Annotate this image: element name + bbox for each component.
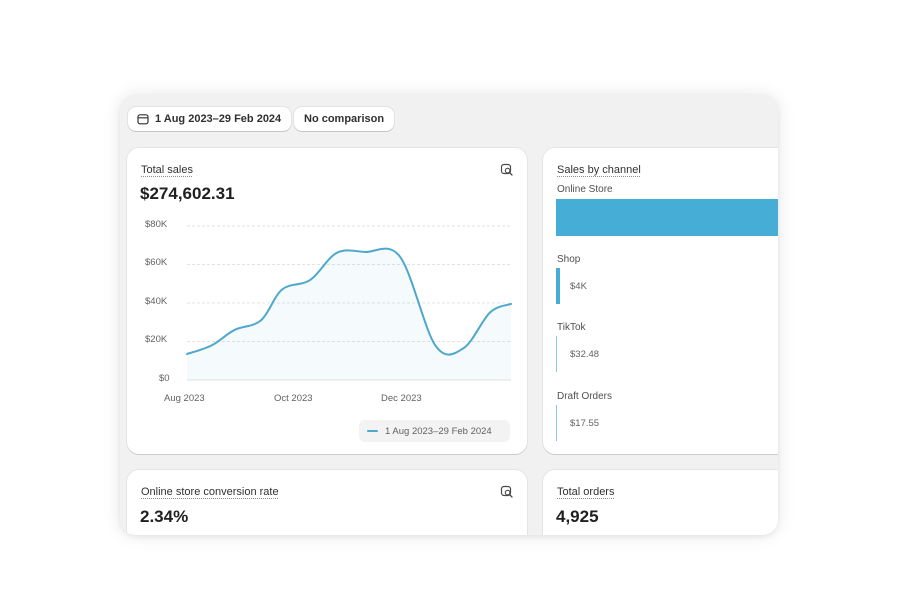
channel-bar-draft-orders[interactable] [556, 405, 557, 441]
channel-bar-tiktok[interactable] [556, 336, 557, 372]
analytics-dashboard: 1 Aug 2023–29 Feb 2024 No comparison Tot… [120, 95, 778, 535]
conversion-rate-title[interactable]: Online store conversion rate [141, 486, 279, 498]
total-orders-value: 4,925 [556, 507, 599, 526]
y-tick-label: $20K [145, 334, 168, 345]
explore-report-icon[interactable] [500, 163, 514, 177]
sales-series-line[interactable] [186, 247, 512, 356]
chart-data-point[interactable] [430, 340, 440, 350]
date-range-label: 1 Aug 2023–29 Feb 2024 [155, 113, 282, 125]
calendar-icon [137, 114, 149, 125]
total-sales-card: Total sales $274,602.31 $80K $60K $40K $… [127, 148, 527, 454]
conversion-rate-card: Online store conversion rate 2.34% [127, 470, 527, 535]
y-tick-label: $80K [145, 219, 168, 230]
date-range-picker[interactable]: 1 Aug 2023–29 Feb 2024 [128, 107, 292, 131]
total-orders-card: Total orders 4,925 [543, 470, 778, 535]
chart-data-point[interactable] [277, 285, 287, 295]
total-sales-value: $274,602.31 [140, 184, 235, 203]
chart-data-point[interactable] [506, 299, 516, 309]
x-tick-label: Dec 2023 [381, 393, 422, 404]
channel-label-online-store: Online Store [557, 184, 613, 195]
channel-bar-shop[interactable] [556, 268, 560, 304]
comparison-label: No comparison [304, 113, 385, 125]
comparison-picker[interactable]: No comparison [294, 107, 395, 131]
chart-data-point[interactable] [485, 308, 495, 318]
chart-legend[interactable]: 1 Aug 2023–29 Feb 2024 [359, 420, 510, 442]
channel-label-tiktok: TikTok [557, 322, 586, 333]
chart-data-point[interactable] [305, 275, 315, 285]
sales-by-channel-card: Sales by channel Online Store Shop $4K T… [543, 148, 778, 454]
x-tick-label: Aug 2023 [164, 393, 205, 404]
legend-label: 1 Aug 2023–29 Feb 2024 [385, 425, 492, 437]
chart-data-point[interactable] [230, 325, 240, 335]
chart-data-point[interactable] [360, 247, 370, 257]
y-tick-label: $40K [145, 296, 168, 307]
chart-data-point[interactable] [207, 340, 217, 350]
y-tick-label: $60K [145, 257, 168, 268]
total-sales-title[interactable]: Total sales [141, 164, 193, 176]
chart-data-point[interactable] [395, 252, 405, 262]
sales-line-chart[interactable] [127, 148, 527, 454]
legend-swatch [367, 430, 378, 432]
conversion-rate-value: 2.34% [140, 507, 189, 526]
channel-label-shop: Shop [557, 254, 581, 265]
channel-value-shop: $4K [570, 281, 587, 292]
chart-data-point[interactable] [256, 315, 266, 325]
sales-by-channel-title[interactable]: Sales by channel [557, 164, 641, 176]
chart-area-fill [187, 248, 511, 380]
channel-value-draft-orders: $17.55 [570, 418, 600, 429]
channel-label-draft-orders: Draft Orders [557, 391, 613, 402]
chart-data-point[interactable] [332, 248, 342, 258]
chart-data-point[interactable] [458, 343, 468, 353]
total-orders-title[interactable]: Total orders [557, 486, 615, 498]
y-tick-label: $0 [159, 373, 170, 384]
channel-value-tiktok: $32.48 [570, 349, 600, 360]
x-tick-label: Oct 2023 [274, 393, 313, 404]
explore-report-icon[interactable] [500, 485, 514, 499]
channel-bar-online-store[interactable] [556, 199, 778, 236]
chart-data-point[interactable] [182, 349, 192, 359]
